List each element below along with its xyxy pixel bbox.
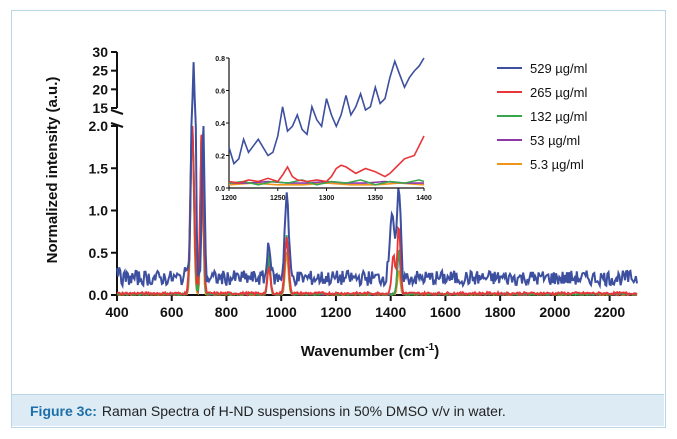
y-tick-label: 0.0 <box>89 287 109 303</box>
y-tick-label: 25 <box>92 63 108 79</box>
axis-break-mark <box>110 109 124 115</box>
inset-plot: 1200 1250 1300 1350 1400 0.0 0.2 0.4 0.6 0.8 <box>215 56 432 202</box>
inset-series-line <box>228 179 425 186</box>
inset-y-tick-label: 0.4 <box>215 121 225 128</box>
legend-label: 53 µg/ml <box>530 133 580 148</box>
y-tick-label: 15 <box>92 100 108 116</box>
inset-x-tick-label: 1250 <box>270 195 286 202</box>
caption-text: Raman Spectra of H-ND suspensions in 50%… <box>101 402 506 419</box>
legend-label: 132 µg/ml <box>530 109 587 124</box>
inset-x-tick-label: 1300 <box>319 195 335 202</box>
inset-x-tick-label: 1350 <box>367 195 383 202</box>
legend: 529 µg/ml 265 µg/ml 132 µg/ml 53 µg/ml 5.3 µ… <box>497 61 587 172</box>
raman-chart: Normalized intensity (a.u.) Wavenumber (… <box>44 44 638 360</box>
figure-caption: Figure 3c: Raman Spectra of H-ND suspens… <box>12 394 664 426</box>
x-tick-label: 1600 <box>430 304 461 320</box>
inset-series-line <box>228 135 425 184</box>
legend-label: 5.3 µg/ml <box>530 157 584 172</box>
y-tick-label: 20 <box>92 81 108 97</box>
y-axis-title: Normalized intensity (a.u.) <box>44 77 61 264</box>
inset-y-tick-label: 0.0 <box>215 186 225 193</box>
inset-x-tick-label: 1400 <box>416 195 432 202</box>
x-tick-label: 1000 <box>266 304 297 320</box>
legend-label: 265 µg/ml <box>530 85 587 100</box>
x-axis-title: Wavenumber (cm-1) <box>301 342 439 360</box>
x-tick-label: 800 <box>215 304 239 320</box>
inset-x-tick-label: 1200 <box>221 195 237 202</box>
x-tick-label: 2200 <box>594 304 625 320</box>
y-tick-label: 30 <box>92 44 108 60</box>
legend-label: 529 µg/ml <box>530 61 587 76</box>
x-tick-label: 2000 <box>539 304 570 320</box>
inset-background <box>229 58 424 188</box>
y-tick-label: 2.0 <box>89 118 109 134</box>
x-tick-label: 1800 <box>485 304 516 320</box>
inset-y-tick-label: 0.8 <box>215 56 225 63</box>
x-tick-label: 400 <box>105 304 129 320</box>
y-tick-label: 0.5 <box>89 245 109 261</box>
series-line <box>116 125 638 297</box>
x-tick-label: 1200 <box>320 304 351 320</box>
x-tick-label: 600 <box>160 304 184 320</box>
inset-series-line <box>228 57 425 166</box>
series-line <box>116 62 638 290</box>
plot-area: 400 600 800 1000 1200 1400 1600 1800 2000 2200 0.0… <box>89 44 638 320</box>
caption-lead: Figure 3c: <box>30 402 97 419</box>
inset-y-tick-label: 0.2 <box>215 154 225 161</box>
inset-y-tick-label: 0.6 <box>215 89 225 96</box>
y-tick-label: 1.5 <box>89 160 109 176</box>
x-tick-label: 1400 <box>375 304 406 320</box>
y-tick-label: 1.0 <box>89 203 109 219</box>
